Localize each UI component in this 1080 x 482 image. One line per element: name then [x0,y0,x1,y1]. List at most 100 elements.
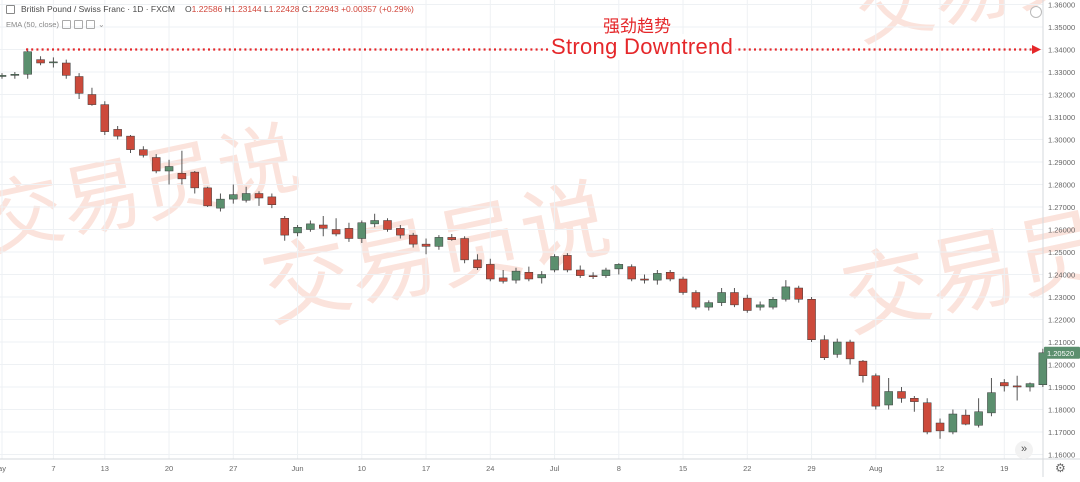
candle-down [319,224,328,229]
y-tick-label: 1.34000 [1048,46,1075,55]
clock-icon[interactable] [1030,6,1042,18]
candle-down [678,278,688,293]
y-tick-label: 1.32000 [1048,91,1075,100]
y-tick-label: 1.26000 [1048,226,1075,235]
x-tick-label: 10 [358,464,366,473]
close-icon[interactable] [85,20,95,29]
open-label: O [184,4,192,14]
x-tick-label: Jun [292,464,304,473]
x-tick-label: 27 [229,464,237,473]
candle-down [524,272,534,280]
candle-up [781,286,791,300]
close-label: C [301,4,308,14]
candle-up [293,227,302,234]
watermark-text: 交易员说 [253,167,619,341]
candle-down [408,234,418,245]
candle-up [434,237,444,247]
x-tick-label: 24 [486,464,494,473]
candle-down [62,62,71,76]
candle-down [331,229,341,235]
y-tick-label: 1.28000 [1048,181,1075,190]
chevron-down-icon[interactable]: ⌄ [97,20,105,29]
close-value: 1.22943 [307,4,339,14]
chart-header: British Pound / Swiss Franc · 1D · FXCM … [6,4,414,14]
y-tick-label: 1.17000 [1048,428,1075,437]
candle-down [961,414,970,425]
candle-up [833,341,842,355]
candle-down [794,287,803,300]
y-tick-label: 1.23000 [1048,293,1075,302]
y-tick-label: 1.35000 [1048,23,1075,32]
candle-down [1012,385,1022,388]
last-price-label: 1.20520 [1047,349,1074,358]
settings-small-icon[interactable] [73,20,83,29]
candle-down [447,237,456,240]
candle-down [280,218,289,236]
low-value: 1.22428 [268,4,300,14]
candle-up [768,299,778,308]
candle-up [229,194,238,200]
open-value: 1.22586 [191,4,223,14]
candle-up [357,222,367,239]
candle-up [614,264,624,270]
candle-up [1025,383,1035,388]
candle-down [344,228,354,239]
y-tick-label: 1.20000 [1048,361,1075,370]
candle-down [139,149,148,156]
y-tick-label: 1.30000 [1048,136,1075,145]
candle-up [306,223,315,230]
candle-up [717,292,726,303]
x-tick-label: 13 [101,464,109,473]
candle-down [576,269,585,276]
candle-up [884,391,893,406]
candle-down [627,266,636,280]
y-tick-label: 1.36000 [1048,1,1075,10]
candle-up [755,304,765,308]
scroll-to-realtime-button[interactable]: » [1015,441,1033,459]
annotation-strong-downtrend: Strong Downtrend [549,34,736,60]
gear-icon[interactable]: ⚙ [1055,461,1066,475]
candle-up [241,193,251,201]
change-value: +0.00357 (+0.29%) [341,4,414,14]
candle-down [203,187,212,207]
candle-up [0,75,7,77]
last-price-tag [1044,346,1080,359]
candle-down [935,422,945,432]
candle-down [177,173,187,180]
y-tick-label: 1.33000 [1048,68,1075,77]
candle-down [87,94,97,105]
arrow-head-icon [1032,45,1041,54]
indicator-label[interactable]: EMA (50, close) [6,20,59,29]
candle-down [460,238,469,261]
candle-up [601,269,611,276]
annotation-chinese: 强劲趋势 [603,17,671,37]
candle-down [486,264,495,280]
candle-up [370,220,379,225]
x-tick-label: 15 [679,464,687,473]
candle-down [421,243,431,247]
candle-down [74,76,84,94]
candle-down [897,391,906,399]
candle-down [36,59,45,64]
y-tick-label: 1.25000 [1048,248,1075,257]
candle-down [126,135,135,150]
ohlc-readout: O1.22586 H1.23144 L1.22428 C1.22943 +0.0… [185,4,414,14]
y-tick-label: 1.21000 [1048,338,1075,347]
candle-down [858,360,868,376]
indicator-legend[interactable]: EMA (50, close) ⌄ [6,20,105,29]
candle-down [845,341,855,360]
y-tick-label: 1.19000 [1048,383,1075,392]
y-tick-label: 1.29000 [1048,158,1075,167]
candle-up [216,198,225,209]
x-tick-label: 8 [617,464,621,473]
candle-up [164,166,174,172]
eye-icon[interactable] [61,20,71,29]
candle-up [987,392,996,414]
symbol-title[interactable]: British Pound / Swiss Franc · 1D · FXCM [21,4,175,14]
x-tick-label: 19 [1000,464,1008,473]
candle-up [974,411,983,426]
candle-down [910,398,919,402]
x-tick-label: ay [0,464,6,473]
